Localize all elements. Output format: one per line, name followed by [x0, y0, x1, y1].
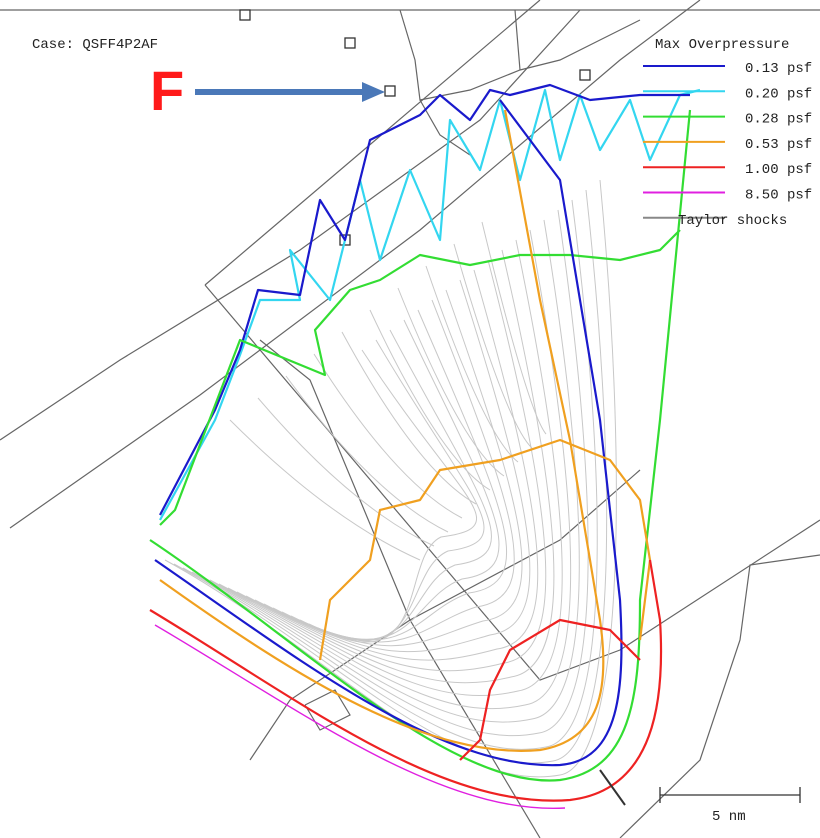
legend-label: 1.00 psf	[745, 162, 812, 178]
isopleth	[314, 354, 462, 518]
legend-label: 0.28 psf	[745, 112, 812, 128]
boom-map: Case: QSFF4P2AF F Max Overpressure 0.13 …	[0, 0, 820, 838]
legend-label: 0.13 psf	[745, 61, 812, 77]
legend-label: 0.53 psf	[745, 137, 812, 153]
isopleths	[165, 180, 616, 777]
case-label: Case: QSFF4P2AF	[32, 37, 158, 53]
site-markers	[240, 10, 590, 245]
overpressure-contours	[150, 85, 700, 808]
scale-label: 5 nm	[712, 809, 746, 825]
legend-label: Taylor shocks	[678, 213, 787, 229]
isopleth	[192, 210, 588, 736]
isopleth	[482, 222, 546, 434]
scale-bar	[660, 787, 800, 803]
legend: Max Overpressure 0.13 psf 0.20 psf 0.28 ps…	[643, 37, 812, 229]
legend-title: Max Overpressure	[655, 37, 789, 53]
isopleth	[183, 200, 597, 749]
legend-label: 8.50 psf	[745, 188, 812, 204]
isopleth	[237, 260, 546, 671]
marker-letter: F	[150, 59, 184, 122]
isopleth	[318, 350, 477, 642]
legend-label: 0.20 psf	[745, 86, 812, 102]
isopleth	[291, 320, 499, 639]
marker-arrowhead	[362, 82, 385, 102]
isopleth	[230, 420, 420, 560]
isopleth	[264, 290, 522, 646]
isopleth	[174, 190, 607, 763]
isopleth	[273, 300, 514, 642]
isopleth	[255, 280, 530, 652]
